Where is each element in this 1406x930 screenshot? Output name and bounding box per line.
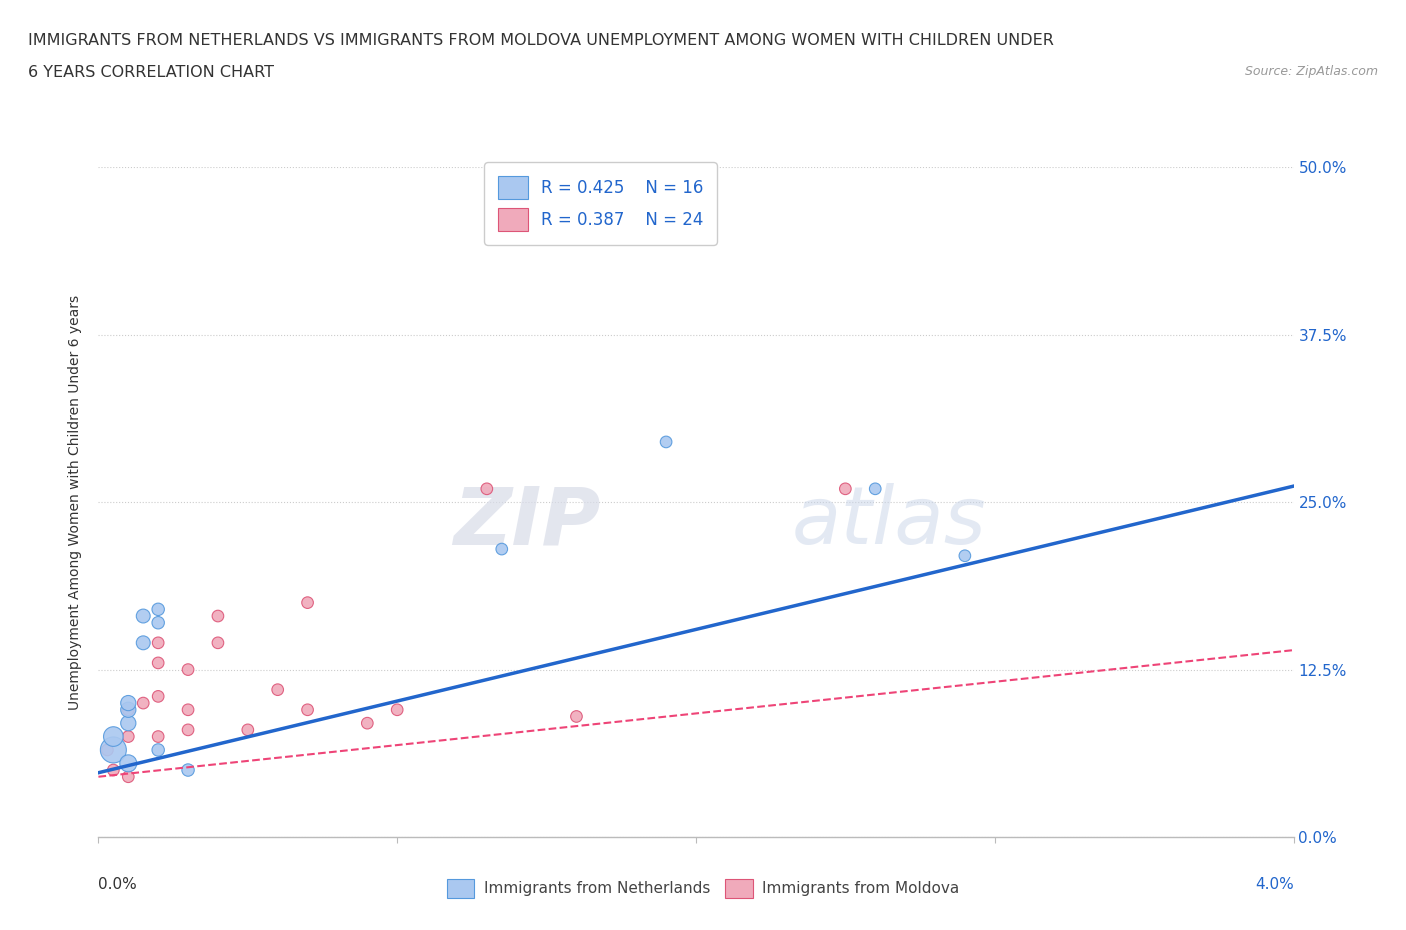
Point xyxy=(297,595,319,610)
Point xyxy=(117,756,139,771)
Point xyxy=(148,602,170,617)
Text: 6 YEARS CORRELATION CHART: 6 YEARS CORRELATION CHART xyxy=(28,65,274,80)
Point xyxy=(177,662,200,677)
Point xyxy=(491,541,513,556)
Point xyxy=(148,616,170,631)
Point xyxy=(117,702,139,717)
Point xyxy=(385,702,409,717)
Text: ZIP: ZIP xyxy=(453,484,600,562)
Point xyxy=(863,482,886,497)
Point xyxy=(267,683,290,698)
Point xyxy=(148,656,170,671)
Point xyxy=(177,702,200,717)
Point xyxy=(207,608,229,623)
Point xyxy=(148,742,170,757)
Point xyxy=(655,434,678,449)
Point xyxy=(356,716,378,731)
Text: atlas: atlas xyxy=(792,484,987,562)
Point xyxy=(132,608,155,623)
Point xyxy=(117,696,139,711)
Point xyxy=(117,702,139,717)
Point xyxy=(132,696,155,711)
Point xyxy=(565,709,588,724)
Point xyxy=(117,716,139,731)
Point xyxy=(148,729,170,744)
Text: 0.0%: 0.0% xyxy=(98,877,138,892)
Point xyxy=(148,635,170,650)
Text: IMMIGRANTS FROM NETHERLANDS VS IMMIGRANTS FROM MOLDOVA UNEMPLOYMENT AMONG WOMEN : IMMIGRANTS FROM NETHERLANDS VS IMMIGRANT… xyxy=(28,33,1054,47)
Point xyxy=(834,482,856,497)
Point xyxy=(953,549,976,564)
Point xyxy=(132,635,155,650)
Point xyxy=(148,689,170,704)
Legend: Immigrants from Netherlands, Immigrants from Moldova: Immigrants from Netherlands, Immigrants … xyxy=(440,873,966,904)
Point xyxy=(177,723,200,737)
Point xyxy=(117,769,139,784)
Point xyxy=(103,763,125,777)
Point xyxy=(177,763,200,777)
Legend: R = 0.425    N = 16, R = 0.387    N = 24: R = 0.425 N = 16, R = 0.387 N = 24 xyxy=(484,163,717,245)
Text: Source: ZipAtlas.com: Source: ZipAtlas.com xyxy=(1244,65,1378,78)
Point xyxy=(117,729,139,744)
Point xyxy=(103,729,125,744)
Point xyxy=(103,742,125,757)
Text: 4.0%: 4.0% xyxy=(1254,877,1294,892)
Y-axis label: Unemployment Among Women with Children Under 6 years: Unemployment Among Women with Children U… xyxy=(69,295,83,710)
Point xyxy=(297,702,319,717)
Point xyxy=(475,482,498,497)
Point xyxy=(236,723,259,737)
Point xyxy=(96,742,118,757)
Point xyxy=(207,635,229,650)
